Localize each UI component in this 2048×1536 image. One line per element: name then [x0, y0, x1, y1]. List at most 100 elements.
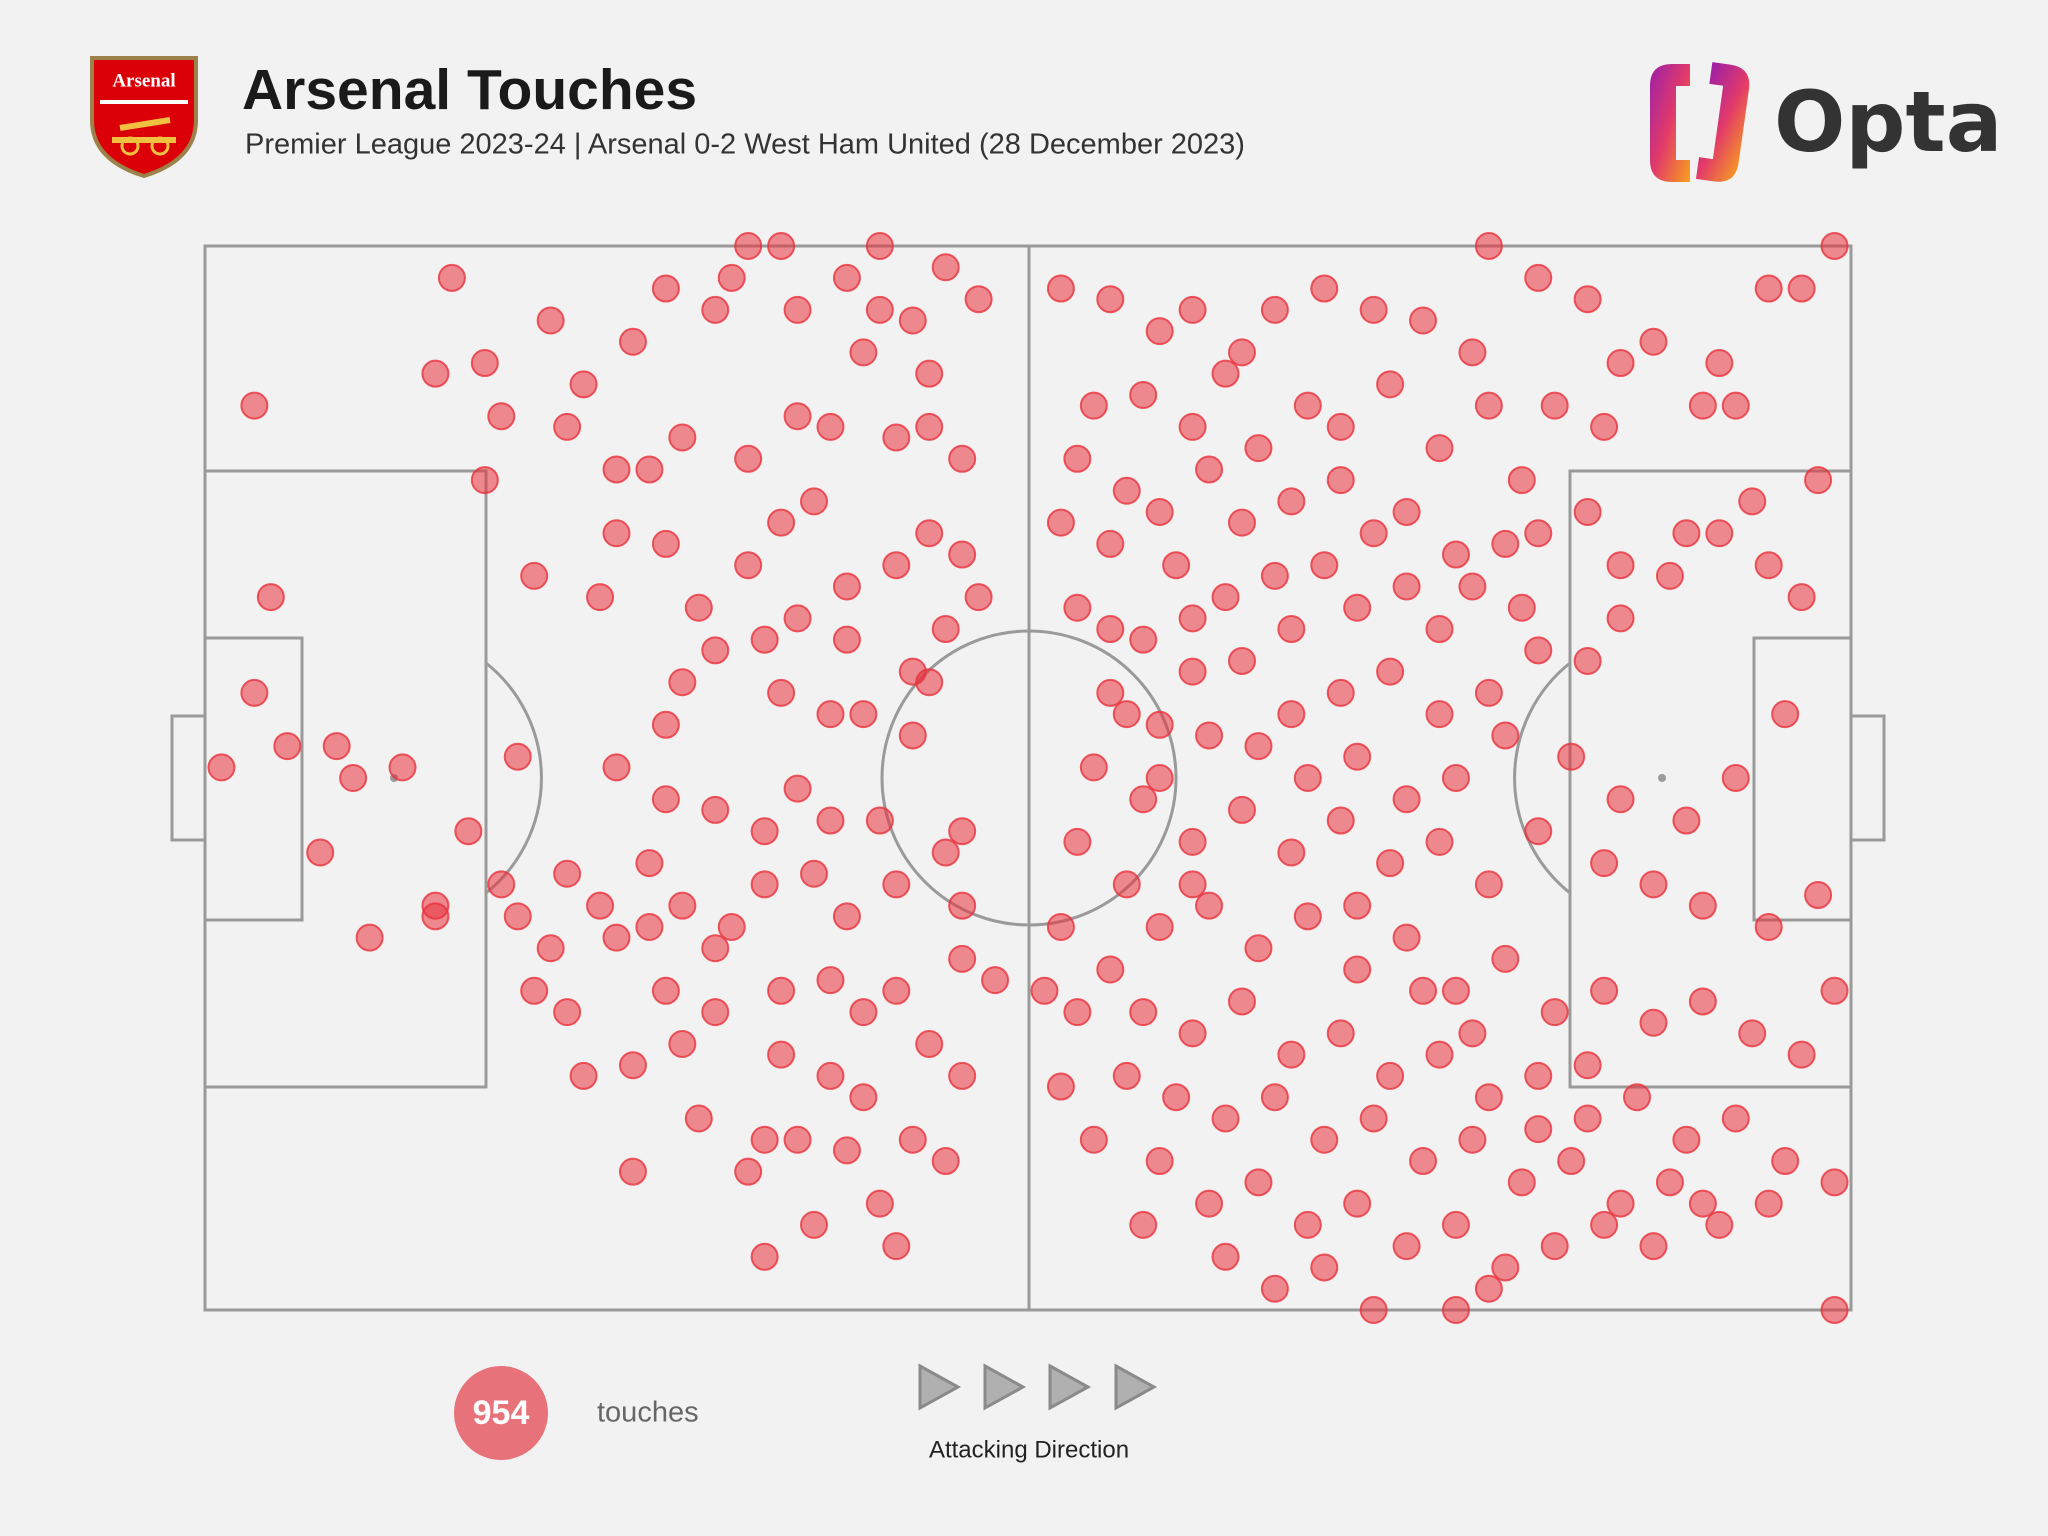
- touch-point: [717, 912, 746, 941]
- touch-point: [1178, 870, 1207, 899]
- touch-point: [553, 412, 582, 441]
- touch-point: [1260, 1274, 1289, 1303]
- touch-point: [1112, 476, 1141, 505]
- touch-point: [1195, 721, 1224, 750]
- brand-name: Opta: [1774, 73, 2002, 171]
- touch-point: [734, 232, 763, 260]
- direction-label: Attacking Direction: [929, 1436, 1129, 1463]
- touch-point: [1162, 551, 1191, 580]
- touch-point: [1227, 338, 1256, 367]
- touch-point: [1046, 1072, 1075, 1101]
- touch-point: [1524, 519, 1553, 548]
- touch-point: [635, 455, 664, 484]
- touch-point: [783, 1125, 812, 1154]
- touch-point: [1326, 678, 1355, 707]
- touch-point: [536, 306, 565, 335]
- touch-point: [1787, 1040, 1816, 1069]
- touch-point: [1343, 742, 1372, 771]
- touch-point: [1178, 295, 1207, 324]
- touch-point: [915, 359, 944, 388]
- touch-point: [1425, 1040, 1454, 1069]
- touch-point: [651, 976, 680, 1005]
- touch-point: [520, 561, 549, 590]
- touch-point: [1458, 1125, 1487, 1154]
- touch-point: [832, 572, 861, 601]
- touch-point: [1721, 1104, 1750, 1133]
- touch-point: [1573, 646, 1602, 675]
- touch-count-badge: [454, 1366, 548, 1460]
- touch-point: [1227, 646, 1256, 675]
- touch-point: [503, 742, 532, 771]
- touch-point: [1425, 827, 1454, 856]
- touch-point: [1310, 1253, 1339, 1282]
- touch-point: [915, 668, 944, 697]
- touch-point: [734, 444, 763, 473]
- touch-point: [832, 1136, 861, 1165]
- touch-point: [1178, 604, 1207, 633]
- touch-point: [1326, 806, 1355, 835]
- touch-point: [1804, 881, 1833, 910]
- touch-point: [1771, 1147, 1800, 1176]
- touch-point: [981, 966, 1010, 995]
- touch-point: [1343, 891, 1372, 920]
- touch-point: [750, 625, 779, 654]
- touch-point: [602, 455, 631, 484]
- touch-point: [1639, 870, 1668, 899]
- touch-point: [454, 817, 483, 846]
- touch-point: [1195, 891, 1224, 920]
- touch-point: [1063, 827, 1092, 856]
- touch-point: [1491, 529, 1520, 558]
- touch-point: [931, 1147, 960, 1176]
- touch-point: [1227, 987, 1256, 1016]
- touch-point: [865, 1189, 894, 1218]
- touch-point: [618, 1157, 647, 1186]
- touch-point: [1145, 498, 1174, 526]
- touch-point: [1590, 849, 1619, 878]
- touch-point: [1754, 912, 1783, 941]
- touch-point: [882, 976, 911, 1005]
- touch-point: [948, 444, 977, 473]
- touch-point: [1524, 263, 1553, 292]
- touch-point: [717, 263, 746, 292]
- touch-point: [1623, 1083, 1652, 1112]
- touch-point: [618, 327, 647, 356]
- touch-point: [931, 838, 960, 867]
- touch-point: [1392, 923, 1421, 952]
- touch-point: [1524, 1061, 1553, 1090]
- touch-point: [734, 551, 763, 580]
- touch-point: [1787, 274, 1816, 303]
- touch-point: [750, 1242, 779, 1271]
- touch-point: [816, 412, 845, 441]
- touch-point: [1310, 1125, 1339, 1154]
- touch-count: 954: [473, 1394, 530, 1432]
- touch-point: [1672, 519, 1701, 548]
- touch-point: [948, 540, 977, 569]
- touch-point: [1804, 466, 1833, 495]
- touch-point: [1606, 604, 1635, 633]
- touch-point: [520, 976, 549, 1005]
- touch-point: [1491, 944, 1520, 973]
- touch-point: [553, 859, 582, 888]
- touch-point: [767, 508, 796, 537]
- touch-point: [1343, 593, 1372, 622]
- touch-point: [1129, 1210, 1158, 1239]
- touch-point: [1474, 391, 1503, 420]
- brand-logo: Opta: [1650, 62, 2002, 182]
- club-badge: Arsenal: [90, 56, 198, 179]
- touch-point: [1162, 1083, 1191, 1112]
- touch-point: [668, 891, 697, 920]
- touch-point: [1392, 785, 1421, 814]
- touch-point: [668, 1030, 697, 1058]
- touch-point: [1277, 700, 1306, 729]
- touch-point: [618, 1051, 647, 1080]
- touch-point: [1820, 976, 1849, 1005]
- touch-point: [651, 274, 680, 303]
- touch-point: [1524, 636, 1553, 665]
- touch-point: [1606, 349, 1635, 378]
- touch-point: [1507, 1168, 1536, 1197]
- touch-point: [948, 891, 977, 920]
- touch-point: [569, 370, 598, 399]
- direction-arrows: [918, 1363, 1158, 1411]
- touch-point: [1474, 1274, 1503, 1303]
- touch-point: [750, 817, 779, 846]
